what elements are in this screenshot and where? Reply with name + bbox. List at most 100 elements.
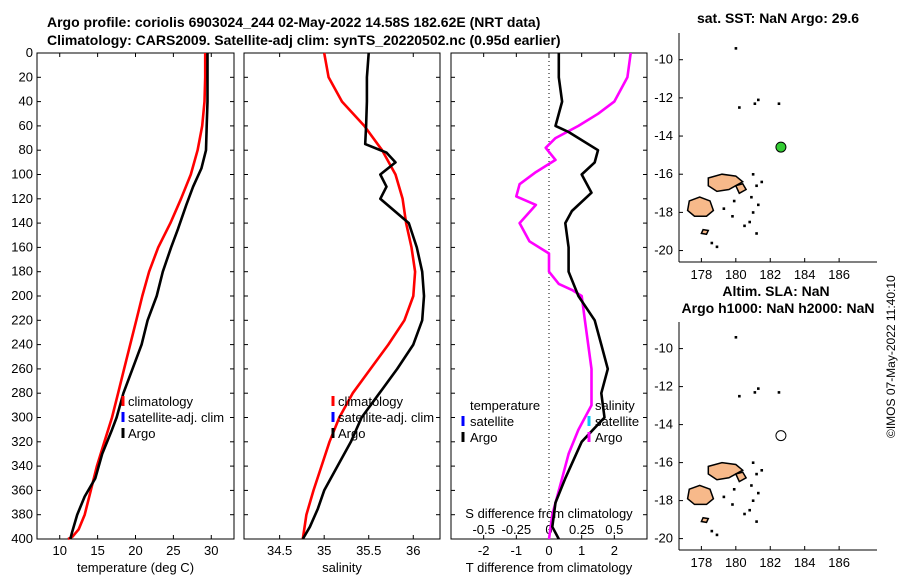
map-x-tick-label: 178 <box>691 267 713 282</box>
islet <box>753 391 757 394</box>
legend-label: climatology <box>128 394 194 409</box>
y-tick-label: 380 <box>11 507 33 522</box>
islet <box>731 215 734 218</box>
islet <box>734 336 738 339</box>
map-y-tick-label: -16 <box>654 166 673 181</box>
map-y-tick-label: -20 <box>654 531 673 546</box>
sla-map-title-2: Argo h1000: NaN h2000: NaN <box>682 300 875 316</box>
x-tick-label: 0 <box>545 543 552 558</box>
x-tick-label: 30 <box>204 543 218 558</box>
title-line-2: Climatology: CARS2009. Satellite-adj cli… <box>47 32 561 48</box>
islet <box>757 203 760 207</box>
x-tick-label: 1 <box>578 543 585 558</box>
islet <box>732 488 736 491</box>
islet <box>755 520 758 523</box>
legend-label: satellite-adj. clim <box>128 410 224 425</box>
y-tick-label: 160 <box>11 239 33 254</box>
islet <box>750 195 753 199</box>
islet <box>760 180 764 184</box>
y-tick-label: 300 <box>11 410 33 425</box>
island-viti-levu <box>686 484 715 506</box>
island-kadavu <box>700 516 710 524</box>
y-tick-label: 280 <box>11 385 33 400</box>
map-x-tick-label: 184 <box>794 555 816 570</box>
x-axis-label: temperature (deg C) <box>77 560 194 575</box>
islet <box>748 508 751 512</box>
y-tick-label: 120 <box>11 191 33 206</box>
map-x-tick-label: 178 <box>691 555 713 570</box>
islet <box>743 224 746 228</box>
legend-label: satellite-adj. clim <box>338 410 434 425</box>
islet <box>710 529 714 533</box>
map-y-tick-label: -18 <box>654 493 673 508</box>
islet <box>722 495 726 499</box>
s-tick-label: -0.25 <box>502 522 532 537</box>
legend-label: climatology <box>338 394 404 409</box>
s-tick-label: -0.5 <box>472 522 494 537</box>
islet <box>750 484 753 487</box>
x-tick-label: 2 <box>611 543 618 558</box>
islet <box>722 207 726 210</box>
s-tick-label: 0.5 <box>605 522 623 537</box>
x-tick-label: 15 <box>90 543 104 558</box>
islet <box>755 472 758 476</box>
island-taveuni <box>734 182 748 195</box>
legend-label: salinity <box>595 398 635 413</box>
x-axis-label: T difference from climatology <box>466 560 633 575</box>
islet <box>751 211 755 214</box>
y-tick-label: 240 <box>11 337 33 352</box>
sst-map-title: sat. SST: NaN Argo: 29.6 <box>697 10 859 26</box>
sst-map-panel: sat. SST: NaN Argo: 29.6 -10 -12 -14 -16 -18… <box>654 10 877 282</box>
y-tick-label: 140 <box>11 215 33 230</box>
temperature-panel: 0 20 40 60 80 100 120 140 160 180 200 220 240 260 280 3… <box>11 45 235 575</box>
legend-label: Argo <box>338 426 365 441</box>
salinity-difference-label: S difference from climatology <box>465 506 633 521</box>
x-tick-label: 10 <box>52 543 66 558</box>
map-y-tick-label: -14 <box>654 417 673 432</box>
islet <box>751 499 755 502</box>
map-y-tick-label: -12 <box>654 379 673 394</box>
island-viti-levu <box>686 196 715 217</box>
islet <box>777 391 781 394</box>
map-x-tick-label: 180 <box>725 555 747 570</box>
map-x-tick-label: 182 <box>759 555 781 570</box>
y-tick-label: 260 <box>11 361 33 376</box>
islet <box>777 102 781 106</box>
map-y-tick-label: -20 <box>654 243 673 258</box>
island-taveuni <box>734 471 748 483</box>
map-y-tick-label: -10 <box>654 341 673 356</box>
map-y-tick-label: -14 <box>654 128 673 143</box>
x-tick-label: 35 <box>317 543 331 558</box>
islet <box>734 47 738 50</box>
islet <box>753 102 757 106</box>
islet <box>731 503 734 506</box>
argo-position-marker <box>775 430 787 442</box>
islet <box>743 512 746 516</box>
y-tick-label: 0 <box>26 45 33 60</box>
series-line-temperature <box>550 53 610 540</box>
y-tick-label: 400 <box>11 531 33 546</box>
islet <box>757 387 760 390</box>
islet <box>755 184 758 188</box>
x-tick-label: -2 <box>478 543 490 558</box>
y-tick-label: 360 <box>11 482 33 497</box>
map-x-tick-label: 180 <box>725 267 747 282</box>
islet <box>738 106 741 109</box>
y-tick-label: 340 <box>11 458 33 473</box>
plot-frame <box>243 52 441 540</box>
x-tick-label: 35.5 <box>356 543 381 558</box>
series-line-climatology <box>301 52 417 540</box>
islet <box>710 241 714 245</box>
plot-frame <box>36 52 235 540</box>
x-axis-label: salinity <box>322 560 362 575</box>
x-tick-label: 36 <box>406 543 420 558</box>
map-y-tick-label: -18 <box>654 204 673 219</box>
islet <box>755 232 758 235</box>
sla-map-title-1: Altim. SLA: NaN <box>722 283 829 299</box>
legend-label: temperature <box>470 398 540 413</box>
map-x-tick-label: 184 <box>794 267 816 282</box>
y-tick-label: 180 <box>11 264 33 279</box>
islet <box>751 461 755 464</box>
legend-label: Argo <box>595 430 622 445</box>
